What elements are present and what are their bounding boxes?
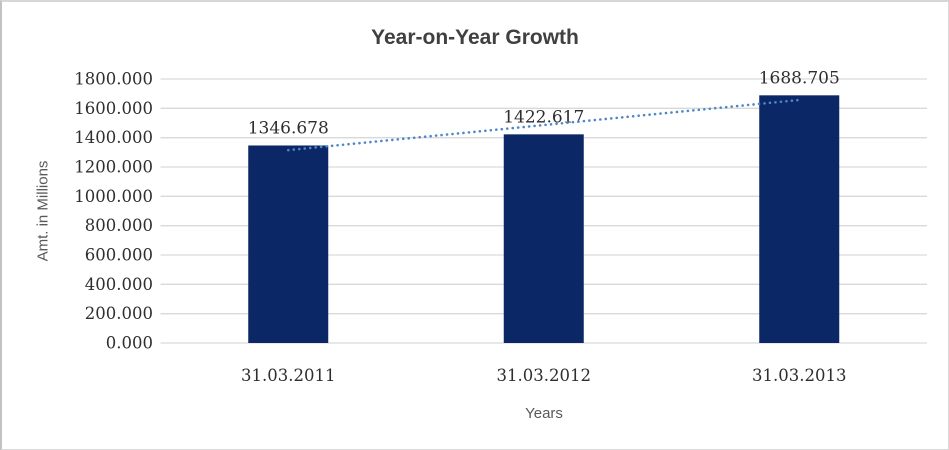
bar	[759, 95, 840, 343]
x-category-label: 31.03.2012	[497, 366, 591, 385]
y-tick-label: 1200.000	[74, 158, 153, 177]
y-tick-label: 200.000	[85, 304, 153, 323]
x-axis-title: Years	[525, 405, 563, 422]
y-tick-label: 0.000	[106, 334, 153, 353]
y-tick-label: 400.000	[85, 275, 153, 294]
trendline	[286, 98, 801, 152]
y-tick-label: 1000.000	[74, 187, 153, 206]
y-tick-label: 1800.000	[74, 70, 153, 89]
y-tick-label: 1400.000	[74, 128, 153, 147]
y-tick-label: 1600.000	[74, 99, 153, 118]
bar	[503, 134, 584, 343]
bar	[248, 145, 329, 343]
y-tick-label: 600.000	[85, 246, 153, 265]
bar-value-label: 1422.617	[503, 107, 584, 127]
x-category-label: 31.03.2013	[752, 366, 846, 385]
bar-value-label: 1688.705	[759, 68, 840, 88]
y-tick-label: 800.000	[85, 216, 153, 235]
x-category-label: 31.03.2011	[241, 366, 335, 385]
bar-value-label: 1346.678	[248, 118, 329, 138]
chart-title: Year-on-Year Growth	[371, 26, 579, 49]
